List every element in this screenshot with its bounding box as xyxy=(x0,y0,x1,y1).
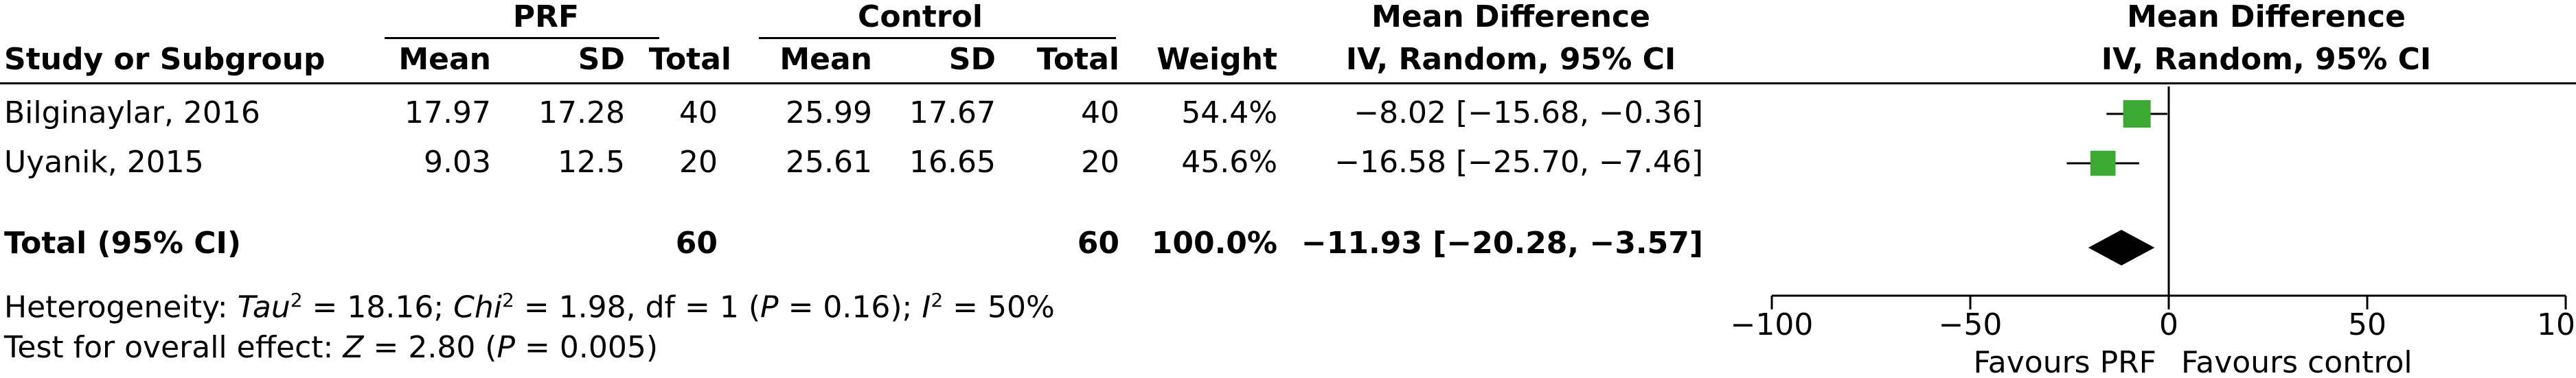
chi-sup: 2 xyxy=(502,289,514,311)
plot-title: Mean Difference xyxy=(2127,0,2406,34)
total-label: Total (95% CI) xyxy=(4,226,242,261)
study-name: Uyanik, 2015 xyxy=(4,145,204,180)
overall-p-label: P xyxy=(497,330,516,365)
ctl-sd: 17.67 xyxy=(909,95,996,130)
prf-mean: 9.03 xyxy=(424,145,491,180)
group2-title: Control xyxy=(858,0,983,34)
het-p-value: = 0.16); xyxy=(778,290,922,325)
study-name: Bilginaylar, 2016 xyxy=(4,95,260,130)
col-prf-total-header: Total xyxy=(648,42,731,77)
i-label: I xyxy=(922,290,931,325)
x-tick-label: 50 xyxy=(2348,307,2386,342)
x-tick-label: −50 xyxy=(1939,307,2003,342)
col-ctl-mean-header: Mean xyxy=(779,42,872,77)
col-ctl-sd-header: SD xyxy=(948,42,996,77)
tau-sup: 2 xyxy=(290,289,303,311)
favours-left-label: Favours PRF xyxy=(1974,345,2157,378)
col-study-header: Study or Subgroup xyxy=(4,42,326,77)
study-weight: 54.4% xyxy=(1181,95,1277,130)
tau-value: = 18.16; xyxy=(302,290,454,325)
total-ctl-total: 60 xyxy=(1077,226,1119,261)
group2-underline xyxy=(759,37,1116,39)
group1-underline xyxy=(385,37,659,39)
col-ctl-total-header: Total xyxy=(1036,42,1119,77)
total-ci-text: −11.93 [−20.28, −3.57] xyxy=(1301,226,1703,261)
col-prf-sd-header: SD xyxy=(578,42,625,77)
chi-label: Chi xyxy=(453,290,503,325)
i-sup: 2 xyxy=(931,289,944,311)
ctl-total: 40 xyxy=(1081,95,1119,130)
group1-title: PRF xyxy=(512,0,580,34)
overall-p-value: = 0.005) xyxy=(515,330,658,365)
study-point-marker xyxy=(2123,100,2151,128)
study-point-marker xyxy=(2090,150,2116,176)
study-weight: 45.6% xyxy=(1181,145,1277,180)
ctl-sd: 16.65 xyxy=(909,145,996,180)
overall-prefix: Test for overall effect: xyxy=(4,330,343,365)
heterogeneity-prefix: Heterogeneity: xyxy=(4,290,238,325)
overall-effect-line: Test for overall effect: Z = 2.80 (P = 0… xyxy=(4,331,658,365)
md-column-title: Mean Difference xyxy=(1371,0,1650,34)
tau-label: Tau xyxy=(237,290,290,325)
ctl-mean: 25.61 xyxy=(786,145,872,180)
z-value: = 2.80 ( xyxy=(363,330,497,365)
total-weight: 100.0% xyxy=(1151,226,1277,261)
heterogeneity-line: Heterogeneity: Tau2 = 18.16; Chi2 = 1.98… xyxy=(4,283,1055,325)
study-ci-text: −8.02 [−15.68, −0.36] xyxy=(1354,95,1703,130)
chi-value: = 1.98, df = 1 ( xyxy=(514,290,761,325)
z-label: Z xyxy=(343,330,364,365)
col-weight-header: Weight xyxy=(1156,42,1277,77)
favours-right-label: Favours control xyxy=(2181,345,2413,378)
prf-mean: 17.97 xyxy=(404,95,491,130)
total-prf-total: 60 xyxy=(675,226,718,261)
ctl-mean: 25.99 xyxy=(786,95,872,130)
x-tick-label: −100 xyxy=(1731,307,1814,342)
pooled-diamond xyxy=(2088,230,2155,265)
prf-total: 20 xyxy=(679,145,718,180)
header-rule xyxy=(0,82,2576,84)
col-prf-mean-header: Mean xyxy=(398,42,491,77)
prf-sd: 17.28 xyxy=(538,95,625,130)
ctl-total: 20 xyxy=(1081,145,1119,180)
i-value: = 50% xyxy=(943,290,1055,325)
x-tick-label: 100 xyxy=(2537,307,2576,342)
plot-subtitle: IV, Random, 95% CI xyxy=(2101,42,2432,77)
x-tick-label: 0 xyxy=(2159,307,2178,342)
het-p-label: P xyxy=(760,290,779,325)
prf-sd: 12.5 xyxy=(558,145,625,180)
md-column-subtitle: IV, Random, 95% CI xyxy=(1345,42,1676,77)
study-ci-text: −16.58 [−25.70, −7.46] xyxy=(1334,145,1703,180)
prf-total: 40 xyxy=(679,95,718,130)
